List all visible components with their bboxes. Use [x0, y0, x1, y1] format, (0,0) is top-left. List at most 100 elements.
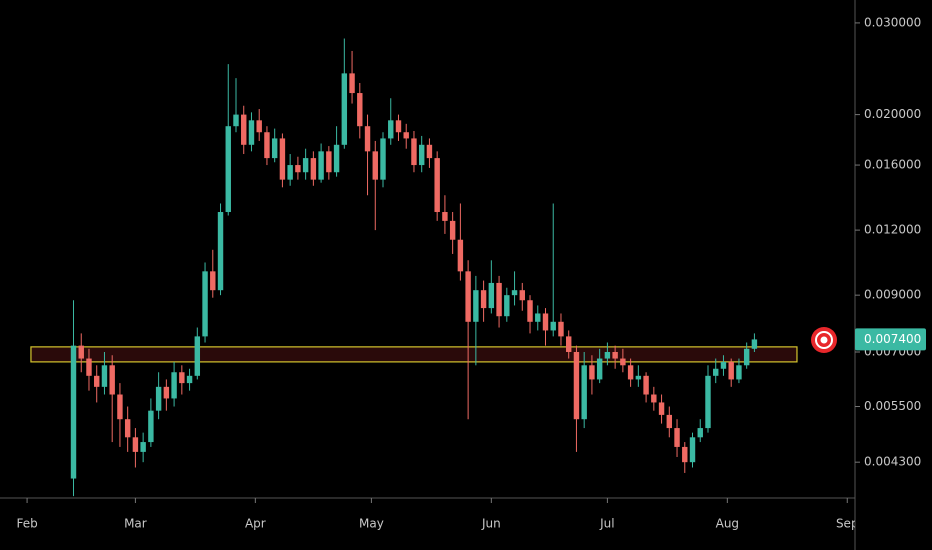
x-tick-label: Feb — [16, 517, 37, 531]
candle-body — [542, 313, 549, 331]
candle-body — [302, 158, 309, 173]
candle-body — [720, 361, 727, 369]
candle-body — [434, 158, 440, 213]
candle-body — [511, 290, 518, 296]
alert-icon — [811, 327, 837, 353]
x-tick-label: Mar — [124, 517, 147, 531]
candle-body — [101, 365, 108, 387]
candle-body — [248, 120, 255, 145]
candle-body — [241, 114, 247, 145]
candle-body — [341, 73, 348, 145]
candle-body — [736, 365, 742, 380]
candle-body — [310, 158, 317, 180]
candle-body — [728, 361, 734, 380]
y-tick-label: 0.030000 — [864, 15, 921, 29]
candle-body — [287, 165, 293, 180]
candle-body — [279, 138, 286, 180]
candle-body — [473, 290, 479, 322]
candle-body — [751, 339, 758, 349]
candle-body — [202, 271, 208, 337]
candle-body — [194, 336, 201, 376]
candle-body — [442, 212, 448, 221]
y-tick-label: 0.016000 — [864, 158, 921, 172]
candle-body — [697, 428, 703, 438]
candle-body — [674, 428, 680, 447]
candle-body — [604, 351, 611, 359]
x-tick-label: Sep — [836, 517, 859, 531]
candle-body — [171, 372, 177, 399]
candle-body — [705, 375, 711, 429]
plot-area: Feb Mar Apr May Jun Jul Aug Sep — [16, 38, 859, 531]
candle-body — [140, 442, 146, 452]
candle-body — [519, 290, 525, 301]
candle-body — [357, 93, 363, 127]
candle-body — [558, 321, 564, 337]
candle-body — [457, 239, 464, 272]
y-tick-label: 0.004300 — [864, 455, 921, 469]
candle-body — [78, 345, 84, 359]
candle-body — [581, 365, 587, 420]
candle-body — [186, 375, 193, 384]
x-tick-label: Jul — [599, 517, 614, 531]
candle-body — [411, 138, 417, 166]
x-tick-label: May — [359, 517, 384, 531]
candle-body — [689, 437, 696, 463]
y-tick-label: 0.020000 — [864, 107, 921, 121]
candle-body — [418, 144, 425, 166]
candle-body — [333, 144, 340, 173]
y-tick-label: 0.005500 — [864, 399, 921, 413]
candle-body — [349, 73, 355, 94]
candle-body — [163, 386, 170, 399]
candle-body — [132, 437, 139, 452]
candle-body — [318, 151, 324, 180]
candle-body — [124, 419, 131, 438]
candle-body — [666, 414, 673, 429]
last-price-label: 0.007400 — [864, 332, 921, 346]
candle-body — [295, 165, 301, 173]
candle-body — [217, 212, 224, 291]
candle-body — [70, 345, 77, 479]
x-tick-label: Jun — [481, 517, 501, 531]
candle-body — [271, 138, 278, 159]
candle-body — [635, 375, 642, 380]
candle-body — [225, 126, 231, 213]
candle-body — [620, 358, 626, 366]
candle-body — [643, 375, 649, 395]
y-tick-label: 0.012000 — [864, 223, 921, 237]
candle-body — [233, 114, 239, 127]
candle-body — [488, 282, 495, 309]
candle-body — [364, 126, 371, 152]
candle-body — [264, 132, 270, 159]
x-tick-label: Apr — [245, 517, 266, 531]
candle-body — [743, 348, 750, 366]
candle-body — [573, 351, 580, 420]
candle-body — [148, 410, 154, 443]
candle-body — [527, 300, 533, 322]
candle-body — [86, 358, 92, 376]
candle-body — [658, 402, 665, 415]
candle-body — [627, 365, 634, 380]
candle-body — [612, 351, 618, 359]
candle-body — [395, 120, 402, 133]
candle-body — [682, 446, 688, 463]
candle-body — [566, 336, 572, 352]
candle-body — [388, 120, 394, 139]
y-tick-label: 0.009000 — [864, 288, 921, 302]
candle-body — [256, 120, 262, 133]
last-price-box — [855, 328, 926, 351]
candle-body — [210, 271, 216, 291]
candle-body — [94, 375, 100, 387]
candle-body — [504, 295, 510, 317]
candle-body — [496, 282, 502, 317]
candle-body — [426, 144, 433, 159]
candle-body — [449, 220, 456, 240]
candle-body — [596, 358, 603, 380]
zone — [30, 346, 798, 363]
candle-body — [713, 368, 719, 376]
candle-body — [109, 365, 115, 395]
candle-body — [480, 290, 487, 309]
candle-body — [326, 151, 332, 173]
candle-body — [550, 321, 556, 331]
candle-body — [372, 151, 378, 180]
